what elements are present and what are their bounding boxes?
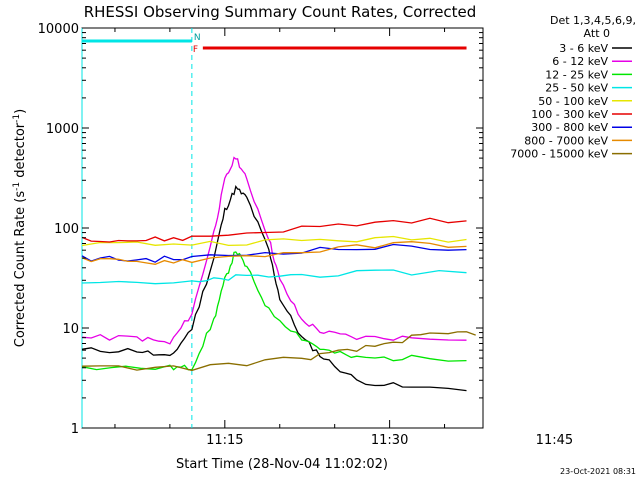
series-lines (81, 156, 476, 392)
legend-entry-label: 3 - 6 keV (559, 42, 608, 55)
x-tick-label: 11:15 (206, 433, 243, 448)
legend-entry-label: 6 - 12 keV (552, 55, 608, 68)
y-axis-label-exp1: -1 (12, 182, 22, 191)
chart-title: RHESSI Observing Summary Count Rates, Co… (84, 3, 477, 21)
x-tick-label: 11:45 (536, 433, 573, 448)
legend-entry-label: 800 - 7000 keV (524, 134, 608, 147)
y-axis: 1 10 100 1000 10000 (38, 22, 483, 437)
y-tick-label: 10 (62, 322, 79, 337)
timestamp: 23-Oct-2021 08:31 (560, 467, 636, 476)
legend-header-line2: Att 0 (584, 27, 610, 40)
y-axis-label-part2: detector (13, 122, 28, 182)
legend-entry-label: 300 - 800 keV (531, 121, 608, 134)
y-tick-label: 1 (71, 422, 79, 437)
y-axis-label-part3: ) (13, 109, 28, 114)
series-line-3 (81, 269, 467, 285)
series-line-1 (81, 156, 467, 345)
flag-label-n: N (194, 33, 201, 43)
series-line-4 (81, 235, 467, 247)
series-line-8 (81, 331, 476, 372)
x-axis-label: Start Time (28-Nov-04 11:02:02) (176, 457, 388, 472)
y-axis-label: Corrected Count Rate (s-1 detector-1) (12, 109, 28, 347)
legend-entry-label: 25 - 50 keV (545, 82, 608, 95)
x-tick-label: 11:30 (371, 433, 408, 448)
legend-header-line1: Det 1,3,4,5,6,9, (550, 14, 636, 27)
flag-bars: NF (82, 33, 467, 55)
legend-entry-label: 100 - 300 keV (531, 108, 608, 121)
series-line-7 (81, 241, 467, 265)
flag-label-f: F (193, 45, 198, 55)
y-tick-label: 10000 (38, 22, 79, 37)
y-axis-label-part1: Corrected Count Rate (s (13, 191, 28, 348)
y-axis-label-exp2: -1 (12, 114, 22, 123)
y-tick-label: 100 (54, 222, 79, 237)
series-line-0 (81, 184, 467, 392)
series-line-5 (81, 217, 467, 243)
legend-entry-label: 12 - 25 keV (545, 68, 608, 81)
legend-entry-label: 50 - 100 keV (538, 95, 608, 108)
y-tick-label: 1000 (46, 122, 79, 137)
legend-entry-label: 7000 - 15000 keV (510, 148, 608, 161)
